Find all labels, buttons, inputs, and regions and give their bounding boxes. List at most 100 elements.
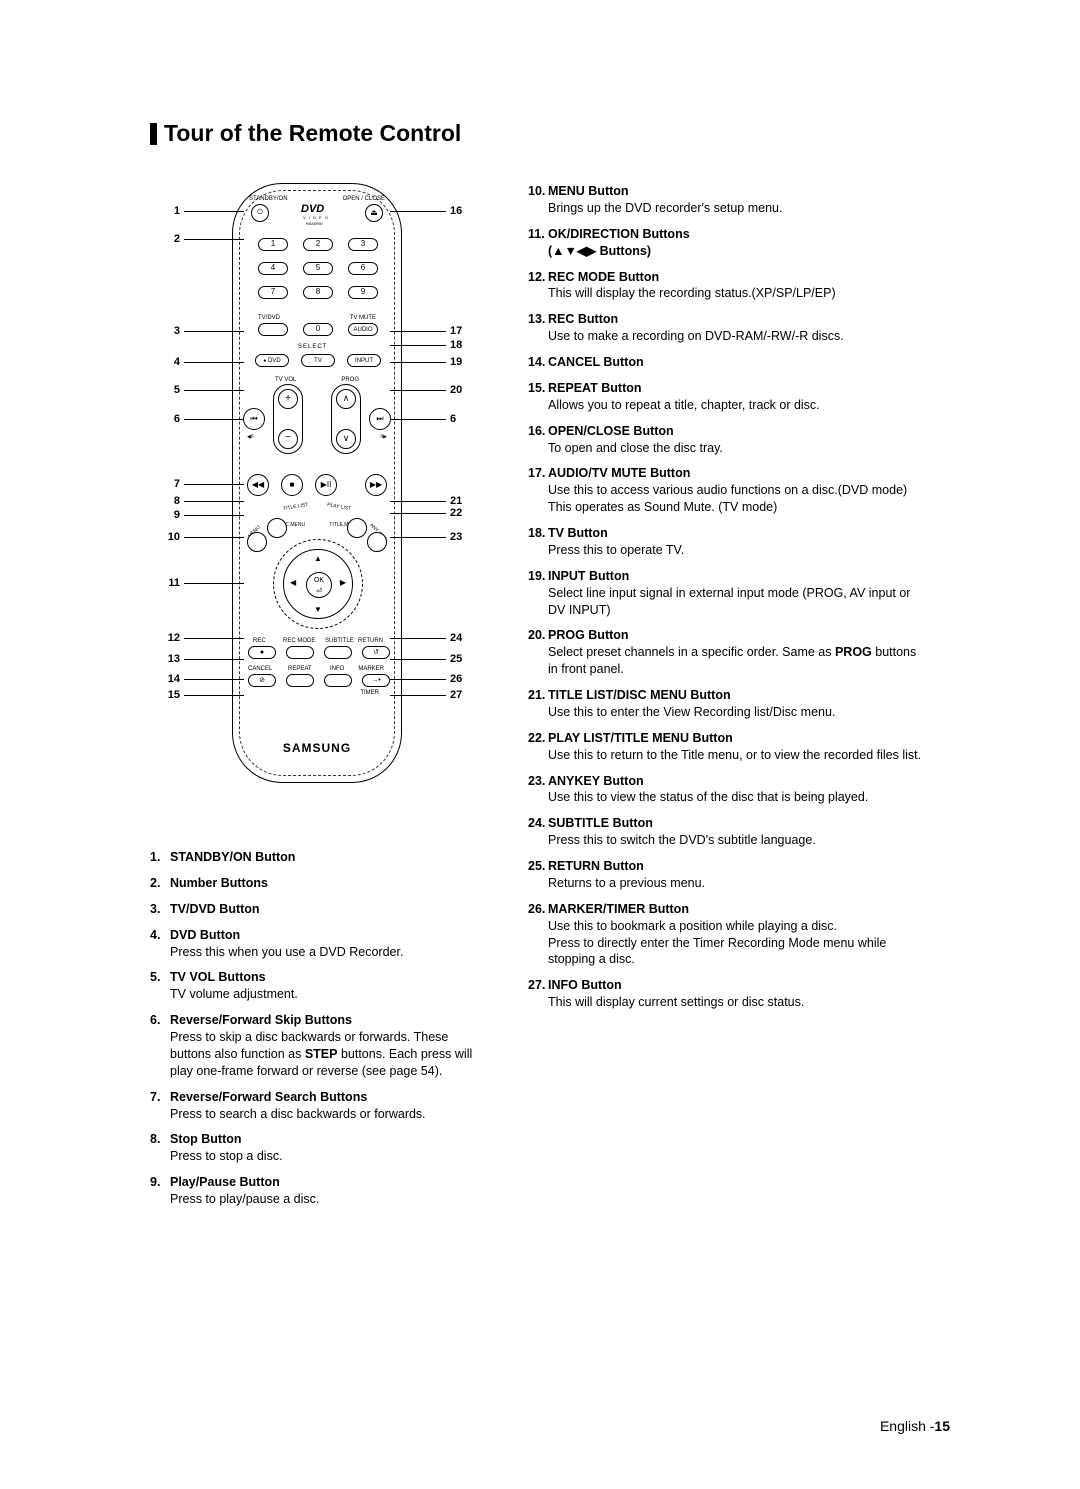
item-desc: This will display current settings or di…	[548, 995, 804, 1009]
leader-line	[184, 419, 244, 420]
leader-num-left: 14	[150, 673, 180, 685]
leader-line	[390, 513, 446, 514]
label-recmode: REC MODE	[283, 638, 315, 644]
leader-line	[184, 501, 244, 502]
item-number: 21.	[528, 687, 545, 704]
return-button: ↺	[362, 646, 390, 659]
label-tvvol: TV VOL	[275, 377, 296, 383]
list-item: 25.RETURN ButtonReturns to a previous me…	[528, 858, 928, 892]
item-title: REC MODE Button	[548, 270, 659, 284]
audio-button: AUDIO	[348, 323, 378, 336]
item-title: REPEAT Button	[548, 381, 642, 395]
video-label: V I D E O	[303, 215, 329, 220]
item-title: PROG Button	[548, 628, 629, 642]
tv-button: TV	[301, 354, 335, 367]
num-9: 9	[348, 286, 378, 299]
leader-num-right: 6	[450, 413, 480, 425]
list-item: 26.MARKER/TIMER ButtonUse this to bookma…	[528, 901, 928, 969]
leader-line	[184, 390, 244, 391]
list-item: 22.PLAY LIST/TITLE MENU ButtonUse this t…	[528, 730, 928, 764]
leader-num-left: 10	[150, 531, 180, 543]
num-2: 2	[303, 238, 333, 251]
item-desc: Select line input signal in external inp…	[548, 586, 910, 617]
leader-num-right: 26	[450, 673, 480, 685]
label-timer: TIMER	[360, 690, 379, 696]
item-title: TV VOL Buttons	[170, 970, 266, 984]
item-title: TV Button	[548, 526, 608, 540]
stop-button: ■	[281, 474, 303, 496]
item-title: AUDIO/TV MUTE Button	[548, 466, 690, 480]
list-item: 16.OPEN/CLOSE ButtonTo open and close th…	[528, 423, 928, 457]
label-cancel: CANCEL	[248, 666, 272, 672]
list-item: 6.Reverse/Forward Skip ButtonsPress to s…	[150, 1012, 480, 1080]
item-desc: Use to make a recording on DVD-RAM/-RW/-…	[548, 329, 844, 343]
leader-line	[184, 239, 244, 240]
marker-button: →•	[362, 674, 390, 687]
label-rec: REC	[253, 638, 266, 644]
leader-num-right: 22	[450, 507, 480, 519]
item-desc: Press this to switch the DVD's subtitle …	[548, 833, 816, 847]
leader-line	[184, 484, 244, 485]
item-desc: TV volume adjustment.	[170, 987, 298, 1001]
page-footer: English -15	[880, 1418, 950, 1434]
item-desc: Allows you to repeat a title, chapter, t…	[548, 398, 820, 412]
list-item: 24.SUBTITLE ButtonPress this to switch t…	[528, 815, 928, 849]
leader-num-left: 8	[150, 495, 180, 507]
num-8: 8	[303, 286, 333, 299]
leader-line	[390, 362, 446, 363]
label-tvmute: TV MUTE	[350, 315, 376, 321]
item-desc: Press to skip a disc backwards or forwar…	[170, 1030, 472, 1078]
leader-num-left: 13	[150, 653, 180, 665]
list-item: 21.TITLE LIST/DISC MENU ButtonUse this t…	[528, 687, 928, 721]
list-item: 4.DVD ButtonPress this when you use a DV…	[150, 927, 480, 961]
item-title: SUBTITLE Button	[548, 816, 653, 830]
left-column: STANDBY/ON OPEN / CLOSE ⏻ DVD V I D E O …	[150, 183, 480, 1217]
discmenu-button	[267, 518, 287, 538]
item-number: 18.	[528, 525, 545, 542]
search-back-button: ◀◀	[247, 474, 269, 496]
leader-line	[184, 659, 244, 660]
leader-num-right: 24	[450, 632, 480, 644]
item-title: Reverse/Forward Search Buttons	[170, 1090, 367, 1104]
leader-num-left: 9	[150, 509, 180, 521]
item-number: 6.	[150, 1012, 160, 1029]
list-item: 13.REC ButtonUse to make a recording on …	[528, 311, 928, 345]
title-bar-icon	[150, 123, 157, 145]
ok-button: OK⏎	[306, 572, 332, 598]
ramrw-label: RAM/RW	[306, 221, 323, 226]
list-item: 27.INFO ButtonThis will display current …	[528, 977, 928, 1011]
description-list-left: 1.STANDBY/ON Button2.Number Buttons3.TV/…	[150, 849, 480, 1208]
leader-line	[390, 211, 446, 212]
item-desc: Press this to operate TV.	[548, 543, 684, 557]
item-title: MENU Button	[548, 184, 629, 198]
down-icon: ▼	[314, 605, 322, 614]
footer-language: English -	[880, 1418, 934, 1434]
recmode-button	[286, 646, 314, 659]
item-number: 26.	[528, 901, 545, 918]
remote-body: STANDBY/ON OPEN / CLOSE ⏻ DVD V I D E O …	[232, 183, 402, 783]
num-6: 6	[348, 262, 378, 275]
leader-line	[390, 345, 446, 346]
item-title: ANYKEY Button	[548, 774, 644, 788]
leader-line	[390, 390, 446, 391]
item-desc: Select preset channels in a specific ord…	[548, 645, 916, 676]
list-item: 7.Reverse/Forward Search ButtonsPress to…	[150, 1089, 480, 1123]
leader-line	[184, 537, 244, 538]
list-item: 14.CANCEL Button	[528, 354, 928, 371]
num-1: 1	[258, 238, 288, 251]
leader-line	[184, 331, 244, 332]
item-number: 20.	[528, 627, 545, 644]
label-return: RETURN	[358, 638, 383, 644]
list-item: 5.TV VOL ButtonsTV volume adjustment.	[150, 969, 480, 1003]
num-3: 3	[348, 238, 378, 251]
list-item: 12.REC MODE ButtonThis will display the …	[528, 269, 928, 303]
item-number: 10.	[528, 183, 545, 200]
item-desc: This will display the recording status.(…	[548, 286, 836, 300]
label-prog: PROG	[341, 377, 359, 383]
label-standby: STANDBY/ON	[249, 196, 288, 202]
description-list-right: 10.MENU ButtonBrings up the DVD recorder…	[528, 183, 928, 1011]
leader-num-left: 2	[150, 233, 180, 245]
leader-num-right: 18	[450, 339, 480, 351]
list-item: 15.REPEAT ButtonAllows you to repeat a t…	[528, 380, 928, 414]
item-number: 22.	[528, 730, 545, 747]
